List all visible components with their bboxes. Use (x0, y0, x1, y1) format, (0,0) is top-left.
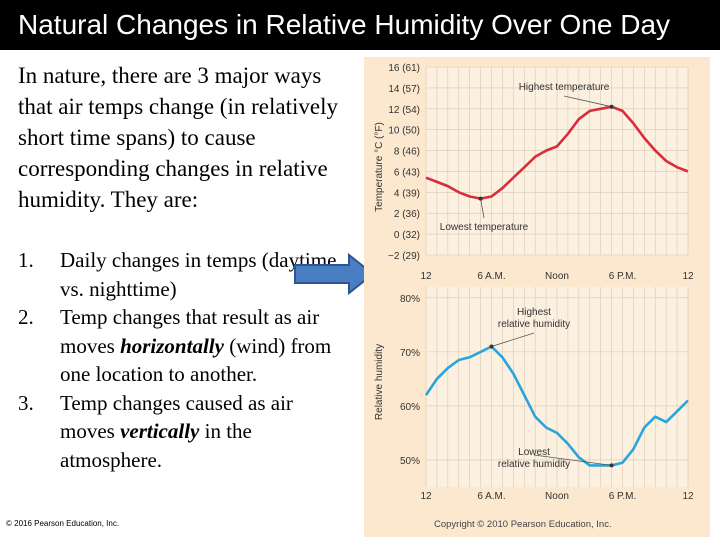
y-tick-label: 50% (400, 456, 420, 467)
list-text: Temp changes that result as air moves (60, 305, 320, 358)
list-text: Temp changes caused as air moves (60, 390, 293, 444)
x-tick-label: Noon (545, 271, 569, 282)
y-tick-label: 2 (36) (394, 209, 420, 220)
y-tick-label: 6 (43) (394, 167, 420, 178)
list-text: in the atmosphere. (60, 419, 252, 472)
chart1-ylabel: Temperature °C (°F) (374, 122, 385, 212)
right-arrow-icon (294, 252, 375, 296)
list-number: 2. (18, 305, 34, 329)
figure-panel: 16 (61) 14 (57) 12 (54) 10 (50) 8 (46) 6 (43)… (364, 57, 710, 537)
y-tick-label: −2 (29) (388, 251, 420, 262)
annotation-leader (480, 198, 485, 219)
emphasis-text: horizontally (120, 333, 224, 358)
footer-copyright-right: Copyright © 2010 Pearson Education, Inc. (434, 519, 612, 530)
annotation-label: relative humidity (498, 319, 570, 330)
x-tick-label: 6 P.M. (609, 491, 637, 502)
y-tick-label: 4 (39) (394, 188, 420, 199)
slide-title: Natural Changes in Relative Humidity Ove… (0, 0, 720, 50)
y-tick-label: 0 (32) (394, 230, 420, 241)
y-tick-label: 14 (57) (388, 84, 420, 95)
annotation-label: Lowest (518, 447, 550, 458)
temperature-line (425, 105, 689, 200)
humidity-line (424, 345, 689, 467)
list-item: 2. Temp changes that result as air moves … (18, 303, 338, 389)
footer-copyright-left: © 2016 Pearson Education, Inc. (6, 519, 120, 528)
annotation-label: Lowest temperature (440, 222, 529, 233)
annotation-point (609, 463, 614, 468)
x-tick-label: 6 A.M. (477, 271, 505, 282)
list-item: 3. Temp changes caused as air moves verti… (18, 389, 338, 475)
chart2-ylabel: Relative humidity (374, 344, 385, 420)
y-tick-label: 10 (50) (388, 126, 420, 137)
x-tick-label: 12 (682, 491, 694, 502)
y-tick-label: 12 (54) (388, 105, 420, 116)
emphasis-text: vertically (120, 419, 200, 443)
list-number: 1. (18, 248, 34, 272)
annotation-leader (563, 95, 612, 108)
y-tick-label: 70% (400, 348, 420, 359)
x-tick-label: 6 A.M. (477, 491, 505, 502)
x-tick-label: 6 P.M. (609, 271, 637, 282)
x-tick-label: 12 (420, 271, 432, 282)
annotation-label: Highest temperature (519, 82, 610, 93)
list-number: 3. (18, 390, 34, 415)
y-tick-label: 80% (400, 294, 420, 305)
annotation-label: relative humidity (498, 459, 570, 470)
list-text: Daily changes in temps (daytime vs. nigh… (60, 248, 337, 301)
annotation-label: Highest (517, 307, 551, 318)
intro-paragraph: In nature, there are 3 major ways that a… (18, 63, 338, 212)
list-item: 1. Daily changes in temps (daytime vs. ni… (18, 246, 338, 303)
charts-figure: 16 (61) 14 (57) 12 (54) 10 (50) 8 (46) 6 (43)… (374, 63, 694, 530)
annotation-leader (491, 332, 535, 347)
annotation-point (489, 344, 494, 349)
x-tick-label: 12 (682, 271, 694, 282)
y-tick-label: 60% (400, 402, 420, 413)
x-tick-label: Noon (545, 491, 569, 502)
ways-list: 1. Daily changes in temps (daytime vs. ni… (18, 246, 338, 474)
y-tick-label: 8 (46) (394, 147, 420, 158)
y-tick-label: 16 (61) (388, 63, 420, 74)
annotation-point (478, 196, 483, 201)
x-tick-label: 12 (420, 491, 432, 502)
list-text: (wind) from one location to another. (60, 333, 332, 387)
annotation-point (609, 104, 614, 109)
annotation-leader (533, 454, 612, 466)
